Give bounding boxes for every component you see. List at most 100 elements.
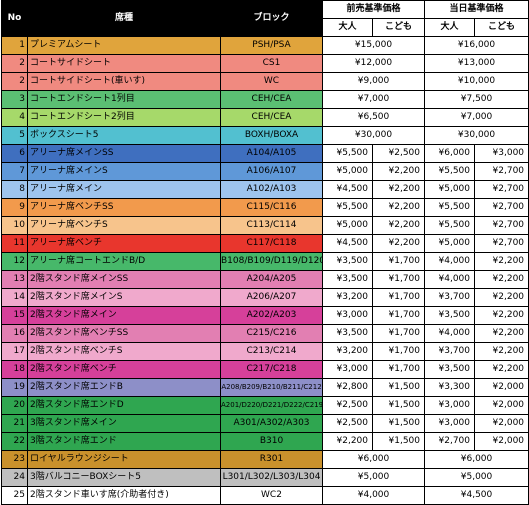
sameday-child-price: ¥2,200 bbox=[474, 252, 529, 271]
sameday-adult-price: ¥3,000 bbox=[424, 414, 476, 433]
block-code: R301 bbox=[220, 450, 323, 469]
row-no: 17 bbox=[1, 342, 28, 361]
row-no: 25 bbox=[1, 486, 28, 505]
presale-child-price: ¥1,700 bbox=[371, 288, 426, 307]
presale-adult-price: ¥5,500 bbox=[322, 198, 373, 217]
block-code: A102/A103 bbox=[220, 180, 323, 199]
table-row: 24 3階バルコニーBOXシート5 L301/L302/L303/L304 ¥5,00… bbox=[1, 468, 529, 487]
seat-name: 3階バルコニーBOXシート5 bbox=[27, 468, 221, 487]
sameday-adult-price: ¥5,000 bbox=[424, 234, 476, 253]
presale-price: ¥9,000 bbox=[321, 72, 426, 91]
seat-name: 2階スタンド席メイン bbox=[27, 306, 221, 325]
block-code: C115/C116 bbox=[220, 198, 323, 217]
row-no: 22 bbox=[1, 432, 28, 451]
seat-name: 2階スタンド席メインS bbox=[27, 288, 221, 307]
sameday-price: ¥13,000 bbox=[424, 54, 529, 73]
row-no: 14 bbox=[1, 288, 28, 307]
presale-adult-price: ¥3,000 bbox=[322, 360, 373, 379]
header-presale-adult: 大人 bbox=[322, 18, 373, 37]
block-code: C113/C114 bbox=[220, 216, 323, 235]
block-code: CS1 bbox=[220, 54, 323, 73]
sameday-adult-price: ¥4,000 bbox=[424, 252, 476, 271]
row-no: 24 bbox=[1, 468, 28, 487]
sameday-child-price: ¥2,200 bbox=[474, 360, 529, 379]
table-row: 4 コートエンドシート2列目 CEH/CEA ¥6,500 ¥7,000 bbox=[1, 108, 529, 127]
header-sameday-adult: 大人 bbox=[424, 18, 476, 37]
block-code: C117/C118 bbox=[220, 234, 323, 253]
presale-child-price: ¥2,500 bbox=[371, 144, 426, 163]
table-body: 1 プレミアムシート PSH/PSA ¥15,000 ¥16,000 2 コートサイドシート… bbox=[1, 36, 529, 505]
seat-name: コートサイドシート(車いす) bbox=[27, 72, 221, 91]
presale-adult-price: ¥4,500 bbox=[322, 234, 373, 253]
presale-price: ¥6,000 bbox=[321, 450, 426, 469]
block-code: C217/C218 bbox=[220, 360, 323, 379]
sameday-child-price: ¥2,700 bbox=[474, 216, 529, 235]
sameday-child-price: ¥2,200 bbox=[474, 324, 529, 343]
header-sameday-child: こども bbox=[474, 18, 529, 37]
table-row: 16 2階スタンド席ベンチSS C215/C216 ¥3,500 ¥1,700 ¥4,00… bbox=[1, 324, 529, 343]
presale-adult-price: ¥2,500 bbox=[322, 414, 373, 433]
presale-price: ¥6,500 bbox=[321, 108, 426, 127]
sameday-adult-price: ¥3,300 bbox=[424, 378, 476, 397]
seat-name: アリーナ席コートエンドB/D bbox=[27, 252, 221, 271]
sameday-child-price: ¥2,700 bbox=[474, 234, 529, 253]
table-row: 17 2階スタンド席ベンチS C213/C214 ¥3,200 ¥1,700 ¥3,700… bbox=[1, 342, 529, 361]
header-no: No bbox=[1, 0, 28, 37]
row-no: 16 bbox=[1, 324, 28, 343]
seat-name: ロイヤルラウンジシート bbox=[27, 450, 221, 469]
sameday-price: ¥5,000 bbox=[424, 468, 529, 487]
table-row: 10 アリーナ席ベンチS C113/C114 ¥5,000 ¥2,200 ¥5,500 ¥2… bbox=[1, 216, 529, 235]
seat-name: アリーナ席ベンチSS bbox=[27, 198, 221, 217]
presale-adult-price: ¥3,500 bbox=[322, 324, 373, 343]
presale-child-price: ¥1,500 bbox=[371, 414, 426, 433]
sameday-adult-price: ¥5,500 bbox=[424, 162, 476, 181]
sameday-price: ¥7,000 bbox=[424, 108, 529, 127]
presale-price: ¥7,000 bbox=[321, 90, 426, 109]
block-code: BOXH/BOXA bbox=[220, 126, 323, 145]
row-no: 2 bbox=[1, 72, 28, 91]
block-code: A201/D220/D221/D222/C219 bbox=[220, 396, 323, 415]
presale-child-price: ¥1,700 bbox=[371, 324, 426, 343]
table-row: 22 3階スタンド席エンド B310 ¥2,200 ¥1,500 ¥2,700 ¥2,000 bbox=[1, 432, 529, 451]
row-no: 9 bbox=[1, 198, 28, 217]
header-block: ブロック bbox=[220, 0, 323, 37]
presale-adult-price: ¥3,000 bbox=[322, 306, 373, 325]
presale-child-price: ¥2,200 bbox=[371, 162, 426, 181]
presale-child-price: ¥2,200 bbox=[371, 198, 426, 217]
seat-name: プレミアムシート bbox=[27, 36, 221, 55]
table-row: 9 アリーナ席ベンチSS C115/C116 ¥5,500 ¥2,200 ¥5,500 ¥2… bbox=[1, 198, 529, 217]
block-code: B310 bbox=[220, 432, 323, 451]
presale-price: ¥12,000 bbox=[321, 54, 426, 73]
table-row: 8 アリーナ席メイン A102/A103 ¥4,500 ¥2,200 ¥5,000 ¥2,7… bbox=[1, 180, 529, 199]
row-no: 4 bbox=[1, 108, 28, 127]
presale-adult-price: ¥5,500 bbox=[322, 144, 373, 163]
presale-child-price: ¥2,200 bbox=[371, 216, 426, 235]
sameday-child-price: ¥2,200 bbox=[474, 306, 529, 325]
block-code: C213/C214 bbox=[220, 342, 323, 361]
seat-name: 2階スタンド席ベンチS bbox=[27, 342, 221, 361]
row-no: 18 bbox=[1, 360, 28, 379]
table-row: 1 プレミアムシート PSH/PSA ¥15,000 ¥16,000 bbox=[1, 36, 529, 55]
sameday-adult-price: ¥5,000 bbox=[424, 180, 476, 199]
row-no: 20 bbox=[1, 396, 28, 415]
row-no: 5 bbox=[1, 126, 28, 145]
table-row: 12 アリーナ席コートエンドB/D B108/B109/D119/D120 ¥3,50… bbox=[1, 252, 529, 271]
row-no: 13 bbox=[1, 270, 28, 289]
table-row: 2 コートサイドシート(車いす) WC ¥9,000 ¥10,000 bbox=[1, 72, 529, 91]
seat-name: 2階スタンド車いす席(介助者付き) bbox=[27, 486, 221, 505]
sameday-adult-price: ¥3,500 bbox=[424, 360, 476, 379]
block-code: WC bbox=[220, 72, 323, 91]
presale-child-price: ¥1,500 bbox=[371, 396, 426, 415]
block-code: B108/B109/D119/D120 bbox=[220, 252, 323, 271]
row-no: 23 bbox=[1, 450, 28, 469]
presale-child-price: ¥1,700 bbox=[371, 252, 426, 271]
presale-child-price: ¥2,200 bbox=[371, 180, 426, 199]
table-row: 19 2階スタンド席エンドB A208/B209/B210/B211/C212 ¥2,… bbox=[1, 378, 529, 397]
presale-price: ¥5,000 bbox=[321, 468, 426, 487]
sameday-price: ¥7,500 bbox=[424, 90, 529, 109]
seat-name: コートエンドシート2列目 bbox=[27, 108, 221, 127]
header-presale-child: こども bbox=[371, 18, 426, 37]
sameday-child-price: ¥2,000 bbox=[474, 432, 529, 451]
presale-child-price: ¥1,500 bbox=[371, 378, 426, 397]
block-code: CEH/CEA bbox=[220, 90, 323, 109]
